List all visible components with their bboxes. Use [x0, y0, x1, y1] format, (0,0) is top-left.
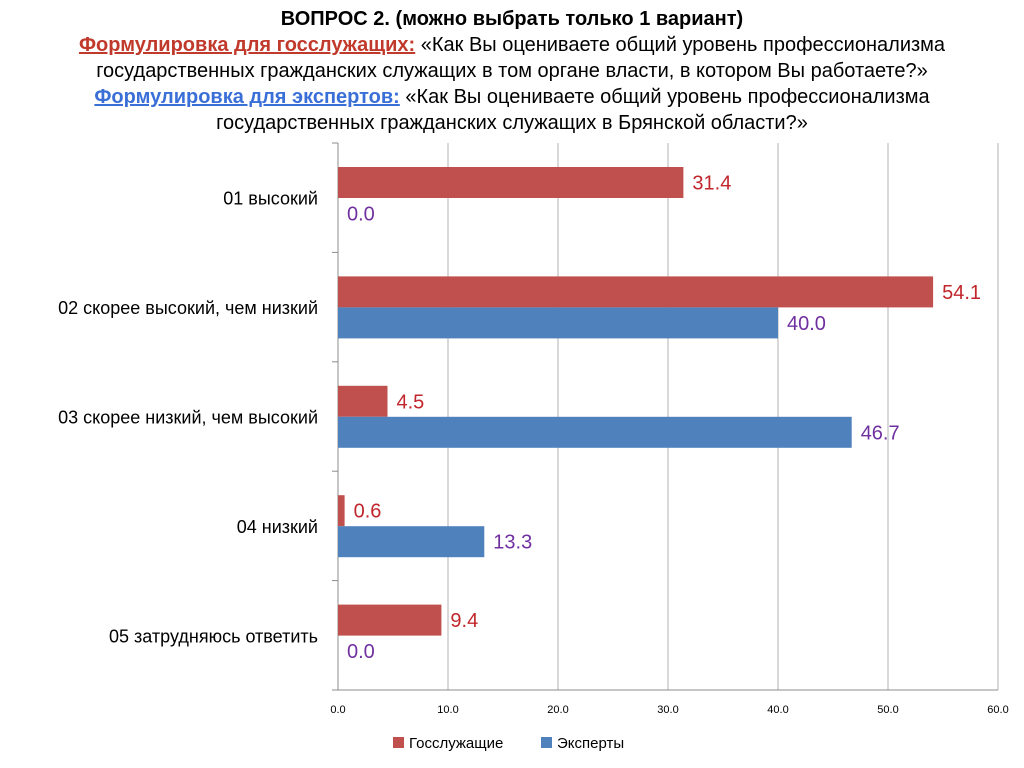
x-tick-label: 20.0	[547, 704, 568, 716]
bar-experts	[338, 526, 485, 558]
civil-formulation-text-1: «Как Вы оцениваете общий уровень професс…	[415, 34, 946, 56]
chart-header: ВОПРОС 2. (можно выбрать только 1 вариан…	[0, 6, 1024, 136]
data-label: 54.1	[942, 282, 981, 304]
x-tick-label: 10.0	[437, 704, 458, 716]
bar-civil-servants	[338, 276, 934, 308]
expert-formulation: Формулировка для экспертов: «Как Вы оцен…	[0, 84, 1024, 110]
category-label: 02 скорее высокий, чем низкий	[58, 298, 318, 318]
civil-formulation-label: Формулировка для госслужащих:	[78, 34, 416, 56]
data-label: 9.4	[450, 610, 478, 632]
data-label: 13.3	[493, 532, 532, 554]
legend-label: Эксперты	[557, 735, 624, 752]
x-tick-label: 60.0	[987, 704, 1008, 716]
category-label: 04 низкий	[237, 517, 318, 537]
expert-formulation-text-2: государственных гражданских служащих в Б…	[216, 112, 808, 134]
category-label: 03 скорее низкий, чем высокий	[58, 408, 318, 428]
legend-swatch	[541, 737, 552, 748]
x-tick-label: 30.0	[657, 704, 678, 716]
question-title: ВОПРОС 2. (можно выбрать только 1 вариан…	[280, 8, 744, 30]
data-label: 0.0	[347, 641, 375, 663]
data-label: 40.0	[787, 313, 826, 335]
x-tick-label: 40.0	[767, 704, 788, 716]
x-tick-label: 50.0	[877, 704, 898, 716]
legend-swatch	[393, 737, 404, 748]
bar-civil-servants	[338, 604, 442, 636]
data-label: 31.4	[692, 173, 731, 195]
civil-formulation: Формулировка для госслужащих: «Как Вы оц…	[0, 32, 1024, 58]
legend-label: Госслужащие	[409, 735, 503, 752]
expert-formulation-text-1: «Как Вы оцениваете общий уровень професс…	[399, 86, 930, 108]
bar-civil-servants	[338, 495, 345, 527]
civil-formulation-text-2: государственных гражданских служащих в т…	[96, 60, 928, 82]
category-label: 01 высокий	[223, 189, 318, 209]
data-label: 4.5	[397, 391, 425, 413]
data-label: 0.0	[347, 204, 375, 226]
data-label: 0.6	[354, 501, 382, 523]
bar-experts	[338, 416, 852, 448]
bar-experts	[338, 307, 778, 339]
bar-civil-servants	[338, 167, 684, 198]
data-label: 46.7	[861, 422, 900, 444]
bar-civil-servants	[338, 385, 388, 417]
expert-formulation-label: Формулировка для экспертов:	[94, 86, 400, 108]
category-label: 05 затрудняюсь ответить	[109, 626, 318, 646]
x-tick-label: 0.0	[330, 704, 345, 716]
